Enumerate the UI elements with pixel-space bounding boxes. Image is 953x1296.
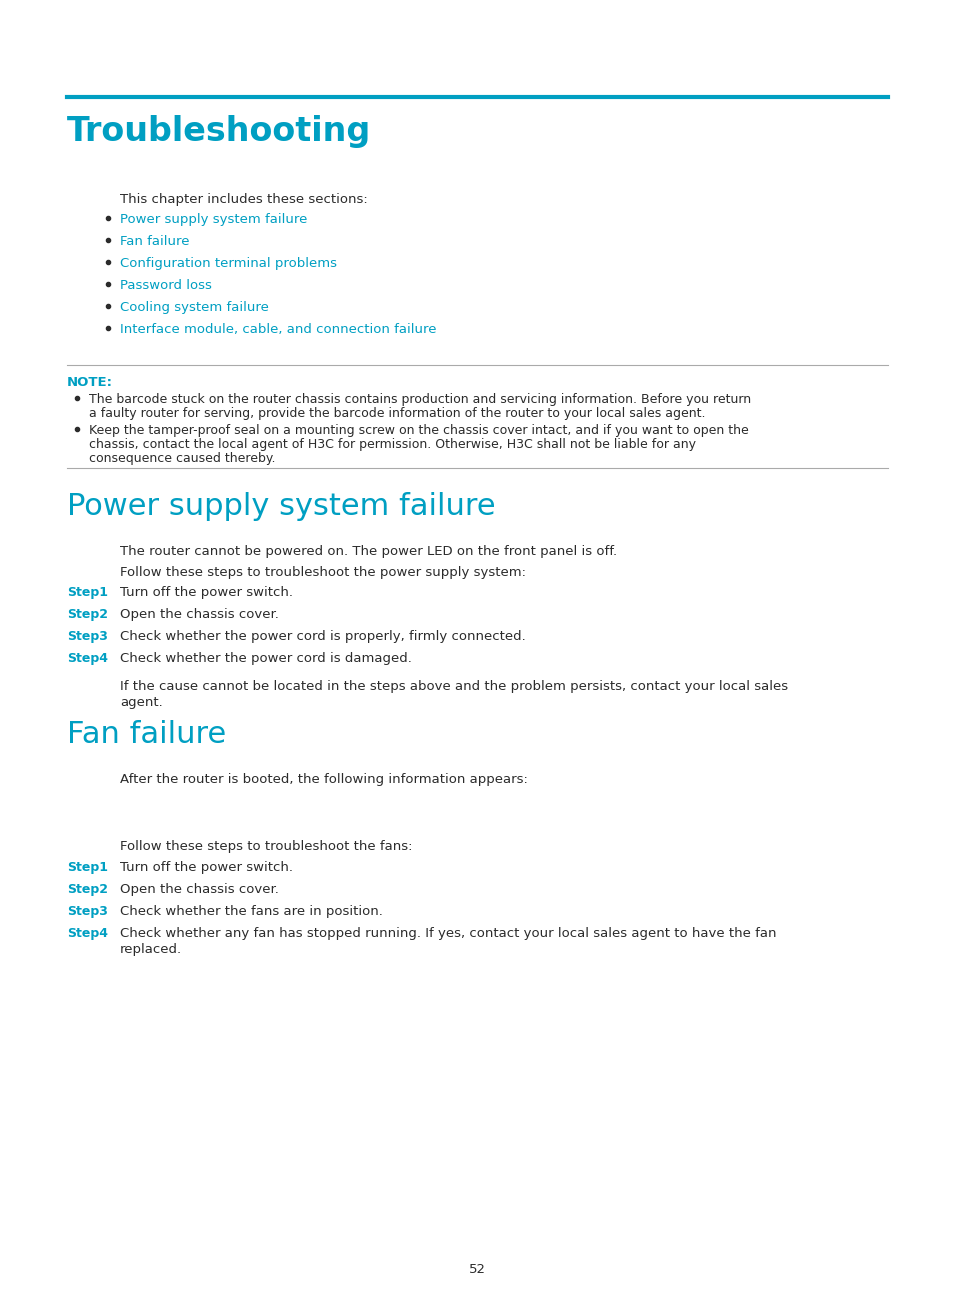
Text: Troubleshooting: Troubleshooting <box>67 115 371 148</box>
Text: Check whether any fan has stopped running. If yes, contact your local sales agen: Check whether any fan has stopped runnin… <box>120 927 776 940</box>
Text: Configuration terminal problems: Configuration terminal problems <box>120 257 336 270</box>
Text: Step3: Step3 <box>67 630 108 643</box>
Text: The barcode stuck on the router chassis contains production and servicing inform: The barcode stuck on the router chassis … <box>89 393 750 406</box>
Text: Power supply system failure: Power supply system failure <box>120 213 307 226</box>
Text: Step3: Step3 <box>67 905 108 918</box>
Text: Step4: Step4 <box>67 927 108 940</box>
Text: consequence caused thereby.: consequence caused thereby. <box>89 452 275 465</box>
Text: Check whether the power cord is damaged.: Check whether the power cord is damaged. <box>120 652 412 665</box>
Text: chassis, contact the local agent of H3C for permission. Otherwise, H3C shall not: chassis, contact the local agent of H3C … <box>89 438 696 451</box>
Text: This chapter includes these sections:: This chapter includes these sections: <box>120 193 367 206</box>
Text: Turn off the power switch.: Turn off the power switch. <box>120 586 293 599</box>
Text: Keep the tamper-proof seal on a mounting screw on the chassis cover intact, and : Keep the tamper-proof seal on a mounting… <box>89 424 748 437</box>
Text: Step2: Step2 <box>67 608 108 621</box>
Text: Password loss: Password loss <box>120 279 212 292</box>
Text: Step4: Step4 <box>67 652 108 665</box>
Text: The router cannot be powered on. The power LED on the front panel is off.: The router cannot be powered on. The pow… <box>120 546 617 559</box>
Text: After the router is booted, the following information appears:: After the router is booted, the followin… <box>120 772 527 785</box>
Text: a faulty router for serving, provide the barcode information of the router to yo: a faulty router for serving, provide the… <box>89 407 705 420</box>
Text: Follow these steps to troubleshoot the power supply system:: Follow these steps to troubleshoot the p… <box>120 566 525 579</box>
Text: Step1: Step1 <box>67 586 108 599</box>
Text: Interface module, cable, and connection failure: Interface module, cable, and connection … <box>120 323 436 336</box>
Text: Open the chassis cover.: Open the chassis cover. <box>120 883 278 896</box>
Text: Follow these steps to troubleshoot the fans:: Follow these steps to troubleshoot the f… <box>120 840 412 853</box>
Text: Check whether the power cord is properly, firmly connected.: Check whether the power cord is properly… <box>120 630 525 643</box>
Text: Fan failure: Fan failure <box>67 721 226 749</box>
Text: Step1: Step1 <box>67 861 108 874</box>
Text: Open the chassis cover.: Open the chassis cover. <box>120 608 278 621</box>
Text: Step2: Step2 <box>67 883 108 896</box>
Text: If the cause cannot be located in the steps above and the problem persists, cont: If the cause cannot be located in the st… <box>120 680 787 693</box>
Text: Turn off the power switch.: Turn off the power switch. <box>120 861 293 874</box>
Text: Fan failure: Fan failure <box>120 235 190 248</box>
Text: replaced.: replaced. <box>120 943 182 956</box>
Text: Power supply system failure: Power supply system failure <box>67 492 496 521</box>
Text: Cooling system failure: Cooling system failure <box>120 301 269 314</box>
Text: agent.: agent. <box>120 696 163 709</box>
Text: 52: 52 <box>468 1264 485 1277</box>
Text: Check whether the fans are in position.: Check whether the fans are in position. <box>120 905 382 918</box>
Text: NOTE:: NOTE: <box>67 376 112 389</box>
